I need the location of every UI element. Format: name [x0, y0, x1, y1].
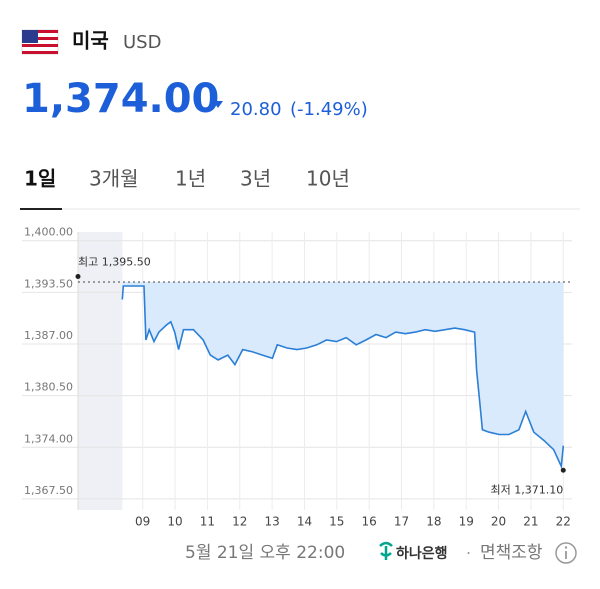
tab[interactable]: 3개월	[89, 167, 139, 191]
x-tick-label: 09	[135, 515, 150, 529]
x-tick-label: 15	[329, 515, 344, 529]
area	[122, 282, 564, 467]
tabs: 1일 3개월 1년 3년 10년	[20, 167, 350, 210]
x-tick-label: 13	[264, 515, 279, 529]
night-region	[78, 232, 123, 510]
tab[interactable]: 3년	[240, 167, 271, 191]
x-tick-label: 19	[459, 515, 474, 529]
y-tick-label: 1,367.50	[24, 484, 73, 497]
annotation: 최고 1,395.50	[78, 255, 151, 268]
us-flag	[21, 29, 59, 55]
extreme-dot	[560, 467, 566, 473]
x-tick-label: 10	[167, 515, 182, 529]
country: 미국	[72, 29, 109, 53]
disclaimer[interactable]: 면책조항	[480, 543, 543, 563]
x-tick-label: 14	[297, 515, 312, 529]
change: 20.80	[230, 99, 282, 120]
x-tick-label: 11	[200, 515, 215, 529]
chart: 1,400.00 1,393.50 1,387.00 1,380.50 1,374.00…	[22, 226, 572, 529]
bank: 하나은행	[396, 545, 448, 562]
tab-underline	[20, 208, 62, 210]
x-tick-label: 17	[394, 515, 409, 529]
extreme-dot	[75, 273, 81, 279]
x-tick-label: 21	[523, 515, 538, 529]
y-tick-label: 1,400.00	[24, 226, 73, 239]
down-arrow	[213, 101, 223, 108]
currency: USD	[123, 32, 161, 53]
bank-logo	[379, 541, 393, 560]
x-tick-label: 22	[556, 515, 571, 529]
y-tick-label: 1,380.50	[24, 381, 73, 394]
separator: ·	[466, 544, 471, 563]
price: 1,374.00	[22, 76, 219, 122]
x-tick-label: 20	[491, 515, 506, 529]
tab[interactable]: 10년	[306, 167, 350, 191]
x-tick-label: 12	[232, 515, 247, 529]
y-tick-label: 1,393.50	[24, 277, 73, 290]
y-tick-label: 1,374.00	[24, 432, 73, 445]
x-tick-label: 18	[426, 515, 441, 529]
night-icon	[110, 514, 116, 526]
tab[interactable]: 1일	[24, 167, 56, 191]
y-tick-label: 1,387.00	[24, 329, 73, 342]
change-percent: (-1.49%)	[290, 99, 368, 120]
timestamp: 5월 21일 오후 22:00	[185, 543, 345, 563]
price-line	[121, 285, 565, 470]
tab[interactable]: 1년	[175, 167, 206, 191]
annotation: 최저 1,371.10	[491, 483, 564, 496]
x-tick-label: 16	[362, 515, 377, 529]
info-icon[interactable]	[555, 542, 577, 564]
